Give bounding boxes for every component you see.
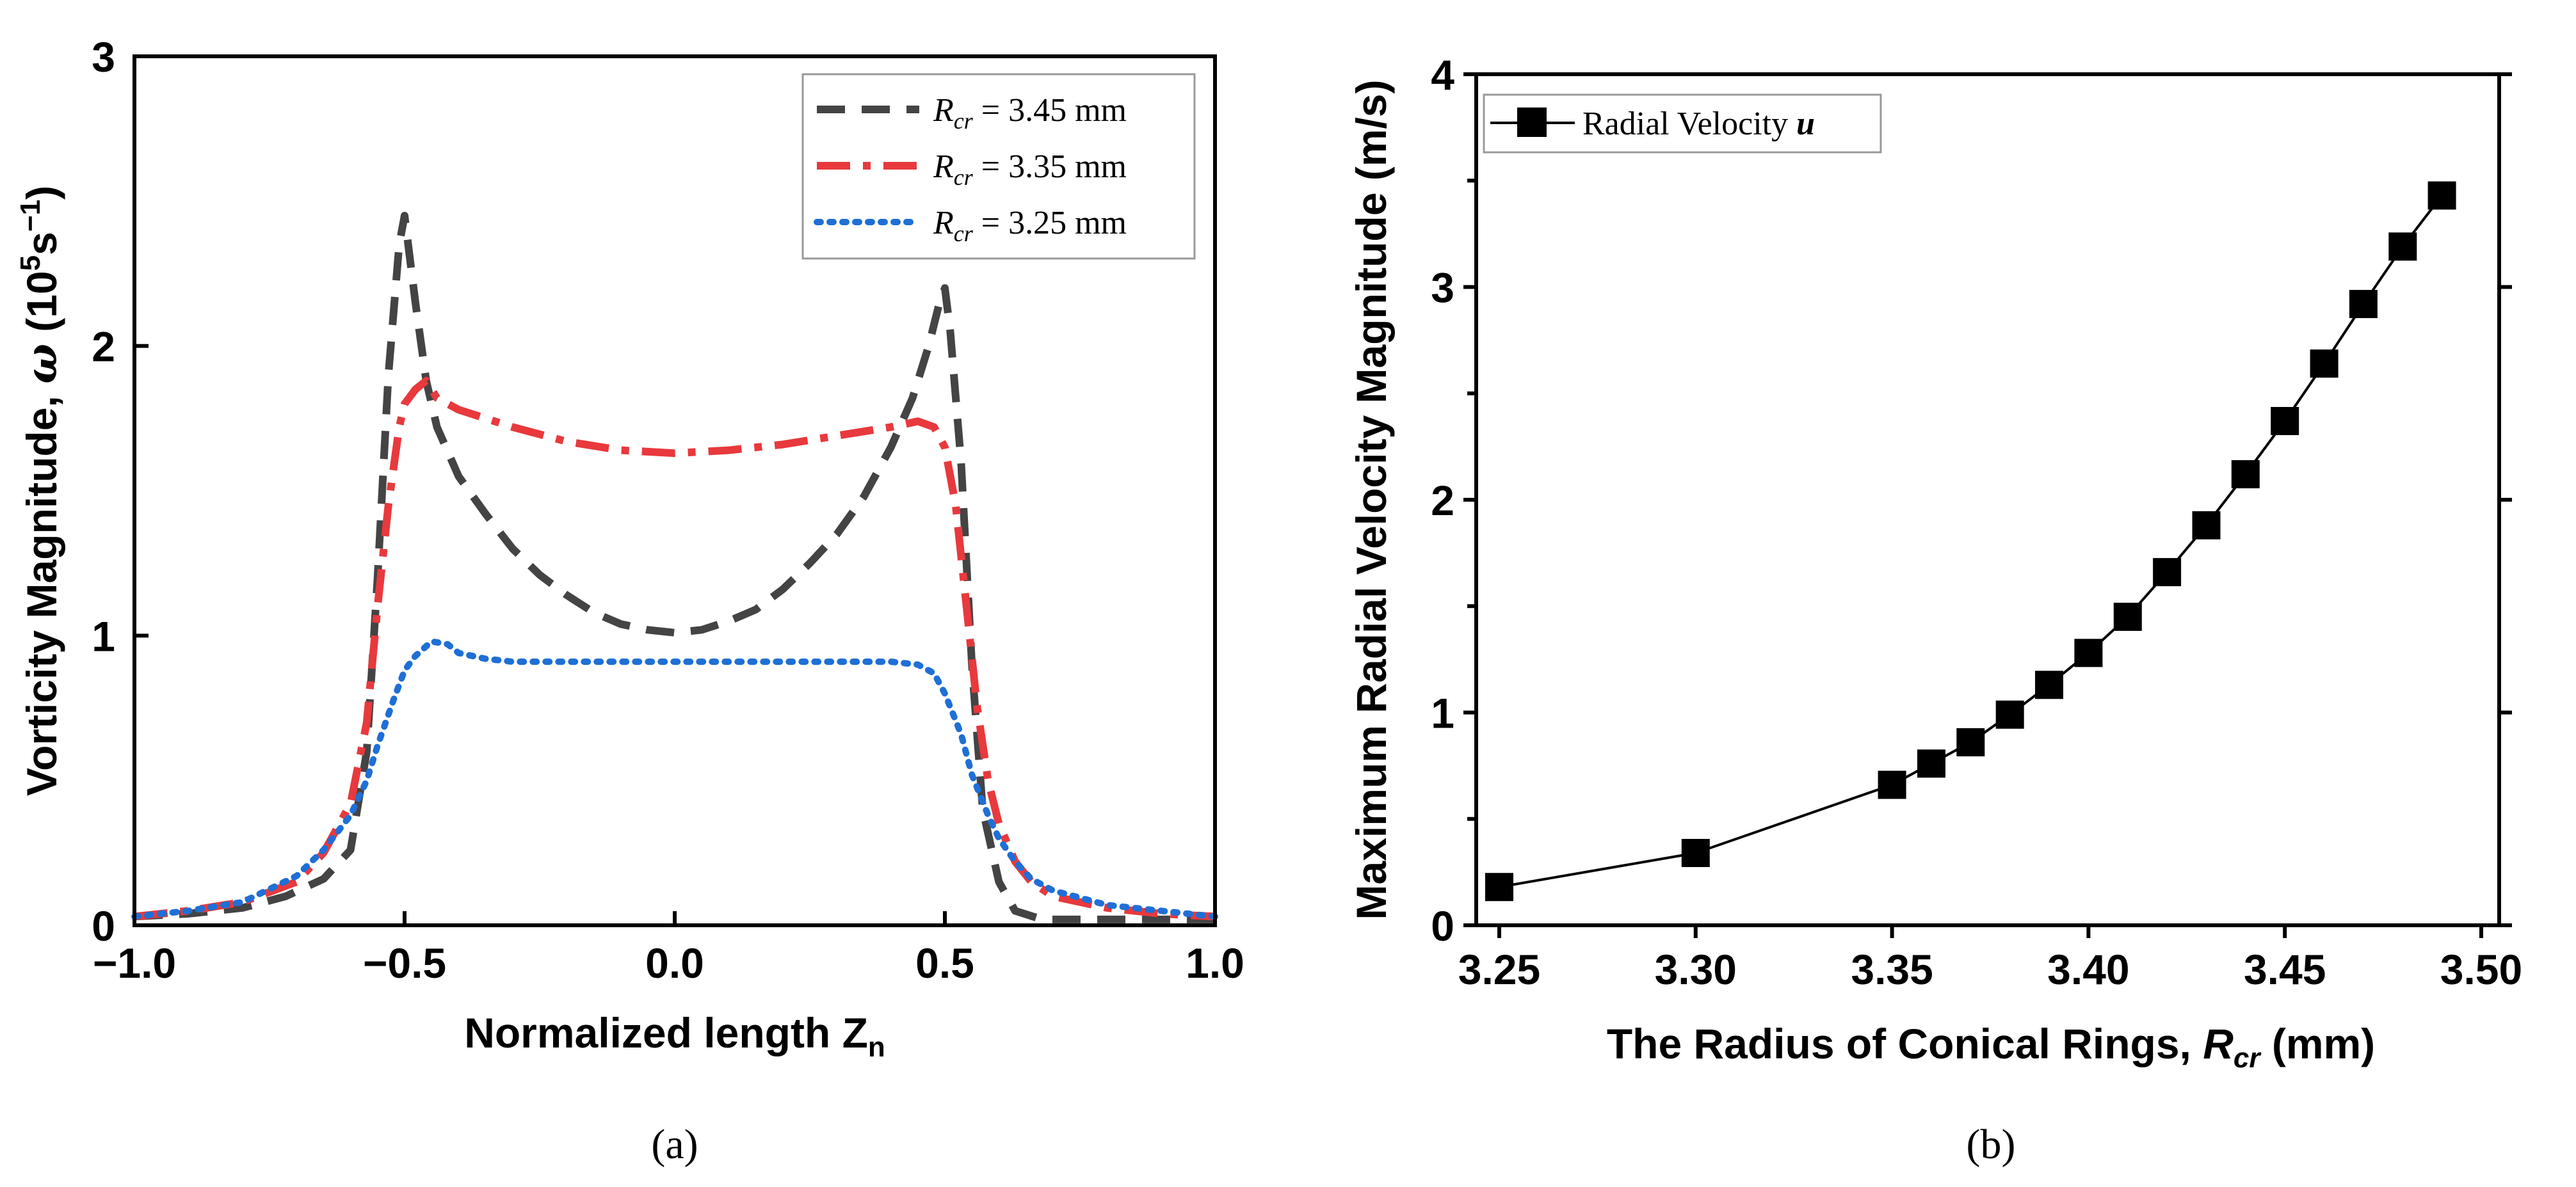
panel-a-legend: Rcr = 3.45 mm Rcr = 3.35 mm Rcr = 3.25 m… [801, 73, 1196, 260]
data-point-marker [2310, 349, 2339, 378]
x-title-units: (mm) [2260, 1020, 2376, 1067]
panel-a-vorticity-chart: −1.0 −0.5 0.0 0.5 1.0 0 1 2 3 Rcr = 3.45 mm Rcr… [15, 33, 1244, 1168]
panel-b-legend: Radial Velocity u [1483, 93, 1882, 154]
panel-b-series-group [1485, 181, 2456, 902]
data-point-marker [1917, 749, 1945, 778]
y-title-units-mid: s [18, 232, 65, 255]
series-line-1 [134, 377, 1216, 921]
legend-value: = 3.45 mm [973, 92, 1127, 129]
y-title-prefix: Vorticity Magnitude, [18, 384, 65, 796]
x-tick-label: 3.50 [2440, 946, 2522, 993]
series-line-2 [131, 638, 1218, 920]
data-point-marker [2271, 407, 2299, 435]
panel-a-label: (a) [651, 1121, 698, 1168]
y-title-sup2: −1 [15, 200, 46, 232]
series-line-0 [1499, 195, 2443, 889]
x-tick-label: 3.35 [1851, 946, 1933, 993]
data-point-marker [2035, 671, 2063, 699]
legend-sub: cr [954, 108, 974, 134]
x-title-symbol: R [2203, 1020, 2234, 1067]
data-point-marker [2153, 558, 2182, 587]
panel-b-y-ticks: 0 1 2 3 4 [1431, 51, 2512, 950]
panel-b-label: (b) [1967, 1121, 2016, 1168]
x-tick-label: 0.5 [915, 939, 974, 987]
panel-b-plot-frame [1474, 72, 2501, 927]
legend-marker-radial-velocity [1517, 108, 1547, 137]
series-line-0 [134, 212, 1215, 923]
data-point-marker [2231, 460, 2260, 489]
y-tick-label: 3 [1431, 264, 1454, 312]
legend-symbol: R [933, 148, 954, 185]
data-point-marker [2349, 290, 2378, 319]
y-tick-label: 3 [92, 33, 115, 81]
y-title-symbol: ω [17, 344, 67, 384]
x-title-sub: cr [2234, 1042, 2262, 1074]
x-title-sub: n [868, 1032, 885, 1063]
legend-sub: cr [954, 164, 974, 190]
legend-value: = 3.35 mm [973, 148, 1127, 185]
legend-value: = 3.25 mm [973, 205, 1127, 241]
x-title-main: Normalized length Z [464, 1009, 868, 1056]
panel-b-x-axis-title: The Radius of Conical Rings, Rcr (mm) [1607, 1020, 2375, 1074]
x-tick-label: 3.40 [2047, 946, 2129, 993]
data-point-marker [1681, 839, 1710, 867]
legend-label-rcr-345: Rcr = 3.45 mm [933, 92, 1127, 134]
legend-symbol: u [1796, 106, 1815, 142]
data-point-marker [1485, 873, 1513, 902]
data-point-marker [2113, 602, 2142, 631]
y-tick-label: 1 [1431, 690, 1454, 737]
x-tick-label: 3.30 [1655, 946, 1737, 993]
panel-b-x-ticks: 3.25 3.30 3.35 3.40 3.45 3.50 [1458, 925, 2522, 993]
y-title-units-close: ) [18, 186, 65, 200]
legend-label-radial-velocity: Radial Velocity u [1582, 106, 1815, 142]
panel-a-x-ticks: −1.0 −0.5 0.0 0.5 1.0 [93, 911, 1244, 987]
y-title-units-open: (10 [18, 271, 65, 344]
legend-label-rcr-335: Rcr = 3.35 mm [933, 148, 1127, 190]
panel-a-series-group [131, 212, 1218, 923]
panel-a-y-axis-title: Vorticity Magnitude, ω (105s−1) [15, 186, 67, 796]
y-tick-label: 2 [1431, 477, 1454, 524]
panel-b-y-axis-title: Maximum Radial Velocity Magnitude (m/s) [1348, 80, 1395, 920]
x-title-prefix: The Radius of Conical Rings, [1607, 1020, 2203, 1067]
data-point-marker [2427, 181, 2456, 210]
panel-a-x-axis-title: Normalized length Zn [464, 1009, 885, 1063]
x-tick-label: 3.45 [2244, 946, 2326, 993]
x-tick-label: 3.25 [1458, 946, 1540, 993]
x-tick-label: −0.5 [363, 939, 446, 987]
legend-symbol: R [933, 205, 954, 241]
x-tick-label: 0.0 [645, 939, 704, 987]
legend-label-rcr-325: Rcr = 3.25 mm [933, 205, 1127, 246]
panel-b-radial-velocity-chart: 3.25 3.30 3.35 3.40 3.45 3.50 0 1 2 3 4 Radial Ve… [1348, 51, 2522, 1168]
data-point-marker [1956, 728, 1985, 756]
y-title-sup1: 5 [15, 255, 46, 271]
data-point-marker [1878, 770, 1906, 799]
y-tick-label: 2 [92, 323, 115, 370]
legend-sub: cr [954, 221, 974, 246]
data-point-marker [2192, 511, 2221, 539]
y-tick-label: 1 [92, 612, 115, 660]
y-tick-label: 0 [92, 902, 115, 950]
data-point-marker [1995, 700, 2024, 729]
y-tick-label: 0 [1431, 902, 1454, 950]
panel-a-y-ticks: 0 1 2 3 [92, 33, 149, 950]
legend-text: Radial Velocity [1582, 106, 1796, 142]
data-point-marker [2074, 639, 2103, 667]
legend-symbol: R [933, 92, 954, 129]
x-tick-label: 1.0 [1186, 939, 1244, 987]
data-point-marker [2388, 232, 2417, 261]
x-tick-label: −1.0 [93, 939, 176, 987]
y-tick-label: 4 [1431, 51, 1454, 99]
